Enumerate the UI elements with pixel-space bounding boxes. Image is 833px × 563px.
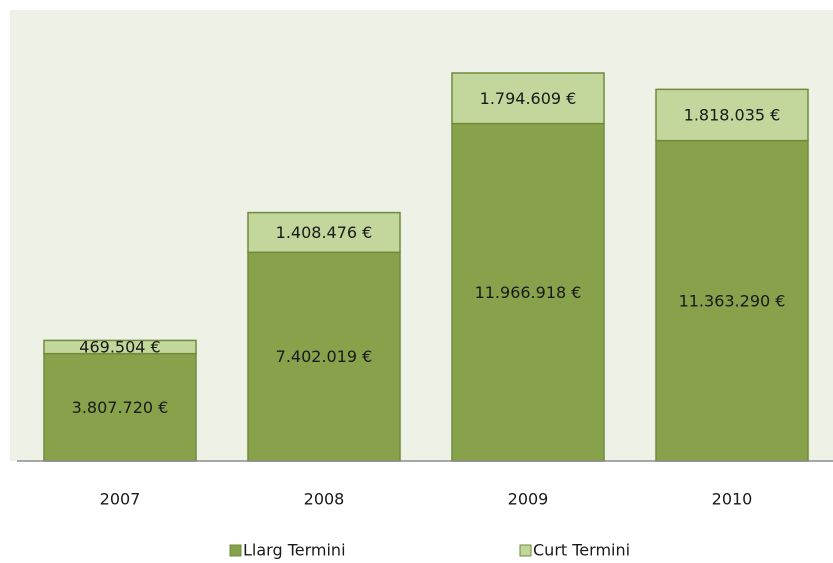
data-label: 1.794.609 € <box>480 89 577 108</box>
x-tick-label: 2007 <box>100 490 141 509</box>
bar-segment <box>451 72 605 125</box>
data-label: 7.402.019 € <box>276 347 373 366</box>
bar-segment <box>247 211 401 254</box>
x-tick-label: 2010 <box>712 490 753 509</box>
x-tick-label: 2009 <box>508 490 549 509</box>
data-label: 11.363.290 € <box>679 291 786 310</box>
data-label: 1.408.476 € <box>276 223 373 242</box>
data-label: 11.966.918 € <box>475 283 582 302</box>
bar-segment <box>655 88 809 142</box>
bar-segment <box>43 339 197 355</box>
data-label: 469.504 € <box>79 338 160 357</box>
legend-swatch <box>519 544 532 557</box>
legend-label: Llarg Termini <box>243 541 346 560</box>
bar-segment <box>247 251 401 462</box>
bar-segment <box>655 139 809 462</box>
legend-swatch <box>229 544 242 557</box>
legend-label: Curt Termini <box>533 541 630 560</box>
data-label: 3.807.720 € <box>72 398 169 417</box>
x-tick-label: 2008 <box>304 490 345 509</box>
bar-segment <box>43 352 197 462</box>
data-label: 1.818.035 € <box>684 105 781 124</box>
